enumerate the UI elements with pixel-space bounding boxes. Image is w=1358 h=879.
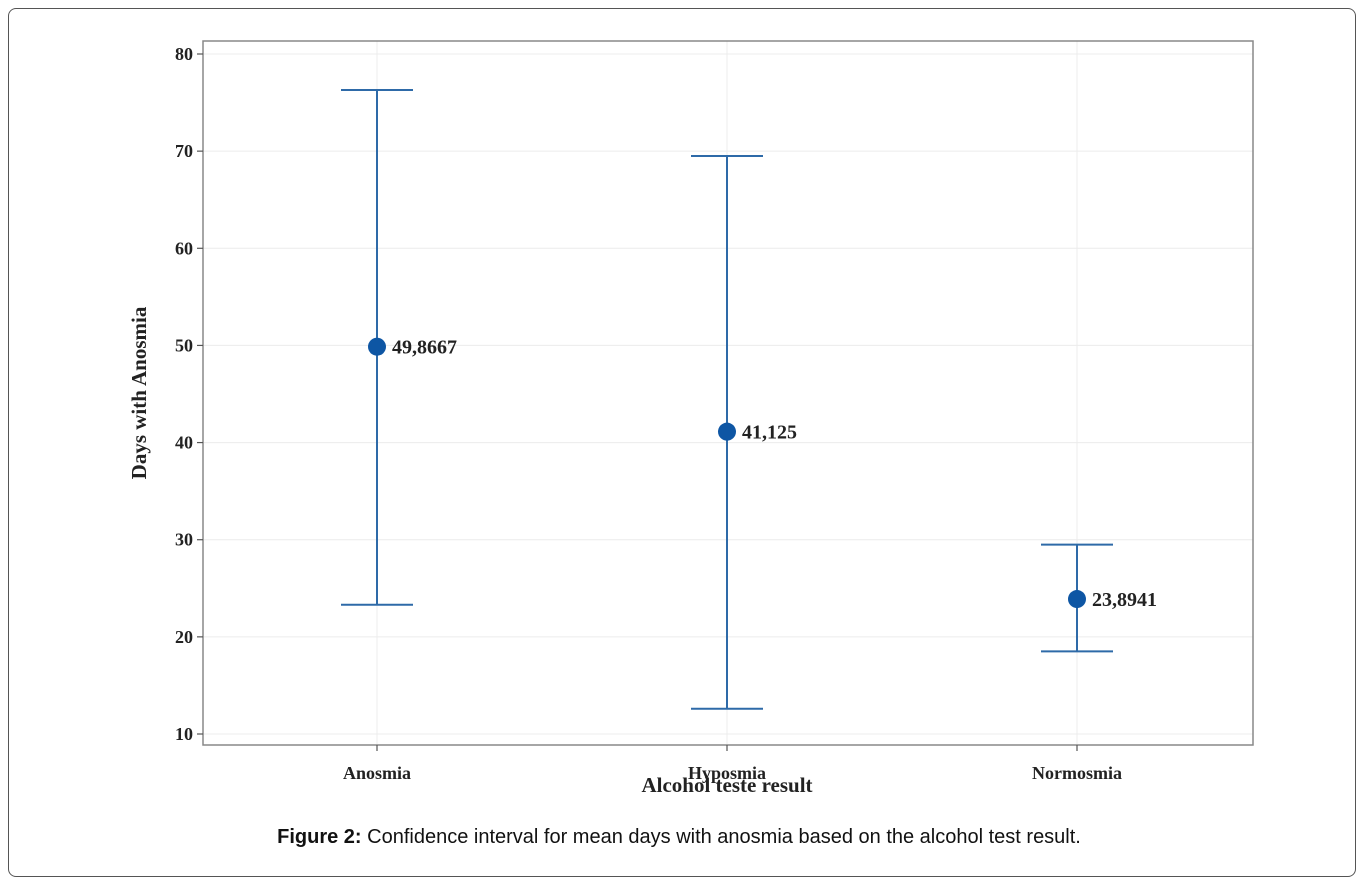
chart: 10 20 30 40 50 60 70 80 Anosmia Hyposmia Normosmi… (127, 40, 1254, 797)
y-tick-label: 60 (175, 238, 193, 258)
y-axis-label: Days with Anosmia (127, 306, 151, 479)
mean-label: 49,8667 (392, 337, 457, 359)
mean-point (368, 337, 386, 356)
y-tick-label: 30 (175, 530, 193, 550)
caption-text: Confidence interval for mean days with a… (361, 826, 1081, 848)
x-tick-label: Hyposmia (688, 763, 766, 783)
y-tick-label: 70 (175, 141, 193, 161)
mean-label: 41,125 (742, 422, 797, 444)
plot-area (202, 40, 1254, 746)
mean-point (718, 422, 736, 441)
y-tick-label: 80 (175, 44, 193, 64)
figure-caption: Figure 2: Confidence interval for mean d… (0, 826, 1358, 849)
x-tick-label: Anosmia (343, 763, 411, 783)
x-axis-label: Alcohol teste result (641, 773, 812, 797)
y-tick-label: 40 (175, 433, 193, 453)
y-axis: 10 20 30 40 50 60 70 80 (175, 44, 203, 744)
error-bars: 49,8667 41,125 23,8941 (341, 88, 1157, 710)
mean-point (1068, 590, 1086, 609)
y-tick-label: 50 (175, 335, 193, 355)
x-tick-label: Normosmia (1032, 763, 1122, 783)
y-tick-label: 10 (175, 724, 193, 744)
mean-label: 23,8941 (1092, 589, 1157, 611)
y-tick-label: 20 (175, 627, 193, 647)
x-axis: Anosmia Hyposmia Normosmia (343, 745, 1122, 783)
caption-label: Figure 2: (277, 826, 362, 848)
